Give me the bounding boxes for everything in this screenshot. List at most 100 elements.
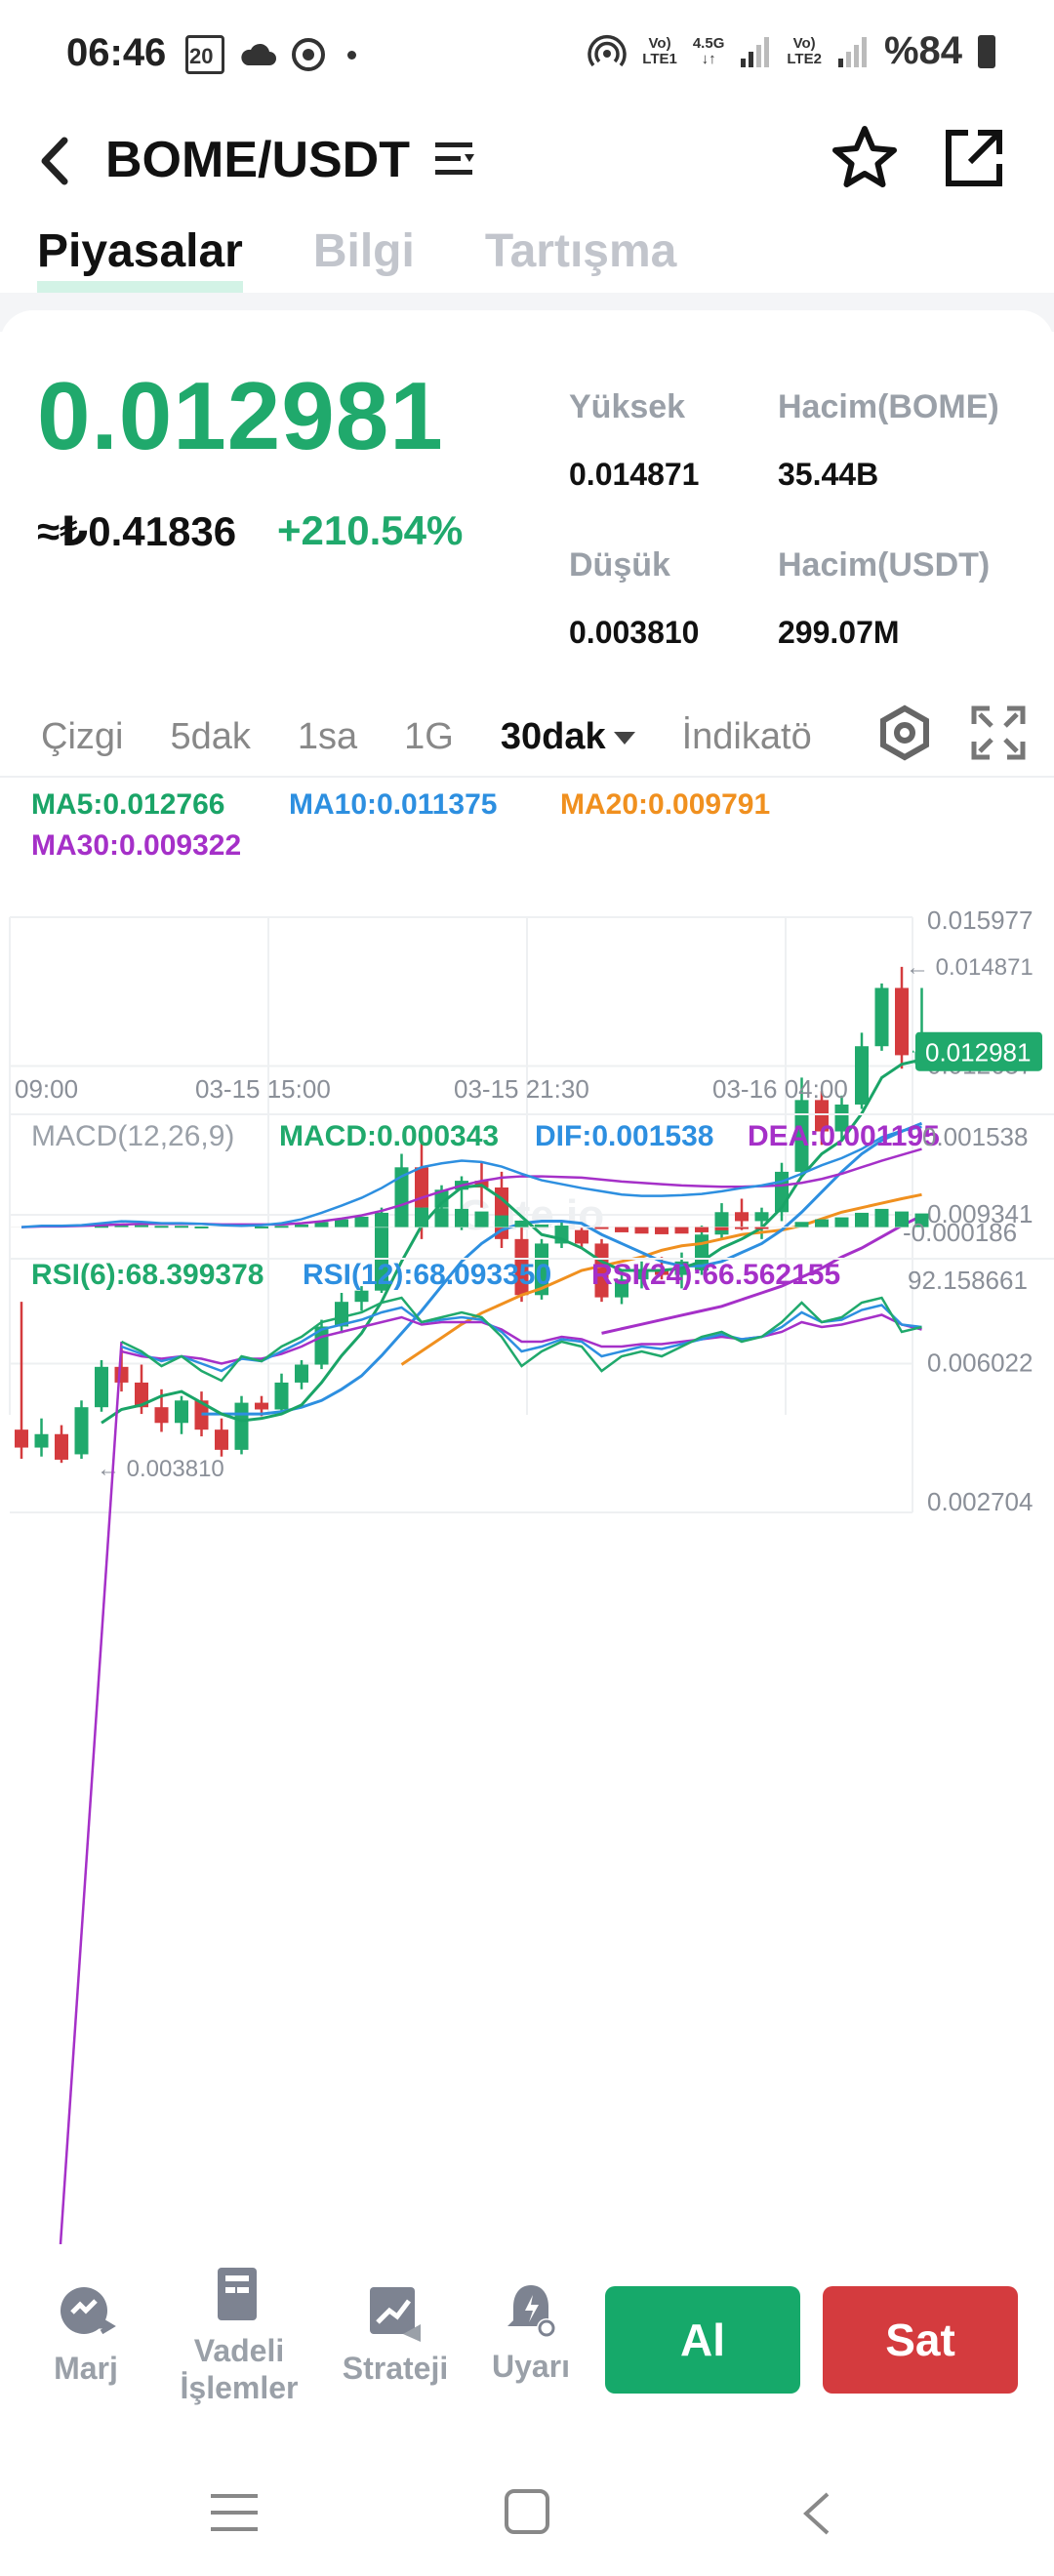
macd-hist-bar — [554, 1226, 569, 1228]
candle-body — [815, 1100, 829, 1132]
candle-body — [794, 1100, 809, 1172]
tab-bilgi[interactable]: Bilgi — [312, 225, 415, 277]
home-icon[interactable] — [502, 2486, 552, 2537]
ma30-line — [601, 1214, 923, 1335]
candle-body — [255, 1402, 268, 1410]
x-tick-label: 03-15 21:30 — [454, 1074, 589, 1104]
dea-value: DEA:0.001195 — [748, 1120, 940, 1152]
low-value: 0.003810 — [569, 615, 700, 650]
nav-alerts[interactable]: Uyarı — [482, 2279, 580, 2385]
macd-hist-bar — [594, 1227, 609, 1229]
rsi12-line — [121, 1304, 922, 1373]
candle-body — [714, 1212, 729, 1235]
macd-hist-bar — [255, 1226, 268, 1228]
macd-hist-bar — [674, 1227, 689, 1234]
app-header: BOME/USDT — [0, 107, 1054, 224]
ma10-label: MA10:0.011375 — [289, 788, 498, 821]
nav-strategy[interactable]: Strateji — [334, 2281, 457, 2387]
section-tabs: Piyasalar Bilgi Tartışma — [37, 224, 676, 302]
macd-hist-bar — [295, 1224, 308, 1228]
rsi24-value: RSI(24):66.562155 — [591, 1259, 840, 1291]
candle-body — [274, 1382, 289, 1410]
macd-hist-bar — [415, 1207, 428, 1228]
market-card — [0, 310, 1054, 2576]
tf-30m-label: 30dak — [500, 715, 606, 757]
nav-futures-label: Vadeli — [193, 2333, 285, 2368]
tf-indicators[interactable]: İndikatö — [681, 715, 812, 757]
ma30-label: MA30:0.009322 — [31, 829, 242, 862]
candle-body — [135, 1382, 148, 1408]
pair-title[interactable]: BOME/USDT — [105, 132, 410, 188]
ma20-label: MA20:0.009791 — [560, 788, 771, 821]
macd-hist-bar — [655, 1227, 669, 1234]
ma10-line — [201, 1121, 923, 1416]
macd-hist-bar — [874, 1208, 889, 1228]
photo-notification-icon: 20 — [185, 35, 224, 74]
strategy-icon — [370, 2287, 421, 2342]
macd-hist-bar — [434, 1208, 449, 1228]
signal2-icon — [837, 36, 867, 67]
signal1-icon — [741, 36, 770, 67]
ma20-line — [400, 1192, 922, 1366]
candle-body — [874, 987, 889, 1047]
macd-hist-bar — [695, 1227, 709, 1232]
nav-margin[interactable]: Marj — [47, 2281, 125, 2387]
candle-body — [175, 1400, 188, 1424]
timeframe-bar: Çizgi 5dak 1sa 1G 30dak İndikatö — [41, 707, 866, 766]
nav-margin-label: Marj — [54, 2351, 118, 2386]
chart-settings-icon[interactable] — [876, 704, 933, 761]
rsi6-value: RSI(6):68.399378 — [31, 1259, 264, 1291]
recent-apps-icon[interactable] — [207, 2488, 262, 2537]
macd-hist-bar — [615, 1227, 628, 1232]
tab-piyasalar[interactable]: Piyasalar — [37, 224, 243, 302]
fullscreen-icon[interactable] — [970, 704, 1027, 761]
vol-quote-label: Hacim(USDT) — [778, 546, 991, 584]
chrome-icon — [292, 38, 325, 71]
tf-30m[interactable]: 30dak — [501, 716, 635, 758]
nav-futures-label-2: İşlemler — [180, 2370, 299, 2405]
macd-hist-bar — [634, 1227, 649, 1234]
macd-y-top: 0.001538 — [922, 1122, 1028, 1151]
candle-body — [655, 1270, 669, 1275]
cloud-icon — [241, 43, 276, 65]
vol-base-label: Hacim(BOME) — [778, 388, 999, 425]
rsi-start-segment — [59, 1341, 123, 2245]
favorite-star-icon[interactable] — [828, 121, 902, 195]
candle-body — [855, 1046, 869, 1105]
macd-hist-bar — [495, 1215, 508, 1228]
macd-hist-bar — [394, 1208, 409, 1228]
candle-body — [575, 1229, 588, 1244]
candlestick-chart[interactable]: 0.0159770.0126570.0093410.0060220.002704… — [0, 898, 1054, 2254]
macd-hist-bar — [194, 1226, 209, 1228]
macd-hist-bar — [754, 1227, 769, 1229]
buy-button[interactable]: Al — [605, 2286, 800, 2394]
tf-line[interactable]: Çizgi — [41, 715, 124, 757]
nav-futures[interactable]: Vadeli İşlemler — [176, 2264, 303, 2406]
sell-button[interactable]: Sat — [823, 2286, 1018, 2394]
tf-1d[interactable]: 1G — [404, 715, 454, 757]
tf-5m[interactable]: 5dak — [170, 715, 251, 757]
battery-icon — [978, 34, 995, 68]
candle-body — [95, 1366, 108, 1408]
x-tick-label: 03-15 15:00 — [195, 1074, 331, 1104]
candle-body — [15, 1429, 28, 1448]
divider — [0, 776, 1054, 778]
macd-hist-bar — [815, 1219, 829, 1228]
candle-body — [434, 1189, 449, 1208]
macd-hist-bar — [354, 1216, 369, 1228]
tf-1h[interactable]: 1sa — [297, 715, 358, 757]
macd-hist-bar — [175, 1226, 188, 1228]
system-back-icon[interactable] — [792, 2486, 847, 2541]
share-icon[interactable] — [939, 123, 1009, 193]
macd-hist-bar — [474, 1211, 489, 1228]
pair-switch-icon[interactable] — [433, 137, 478, 181]
margin-icon — [61, 2287, 116, 2335]
candle-body — [74, 1407, 89, 1455]
tab-tartisma[interactable]: Tartışma — [484, 225, 677, 277]
back-arrow-icon[interactable] — [29, 127, 88, 195]
candle-body — [34, 1433, 49, 1448]
vol-base-value: 35.44B — [778, 457, 879, 492]
macd-hist-bar — [274, 1226, 289, 1228]
low-marker: ← 0.003810 — [97, 1456, 224, 1482]
battery-percent: %84 — [883, 29, 962, 72]
